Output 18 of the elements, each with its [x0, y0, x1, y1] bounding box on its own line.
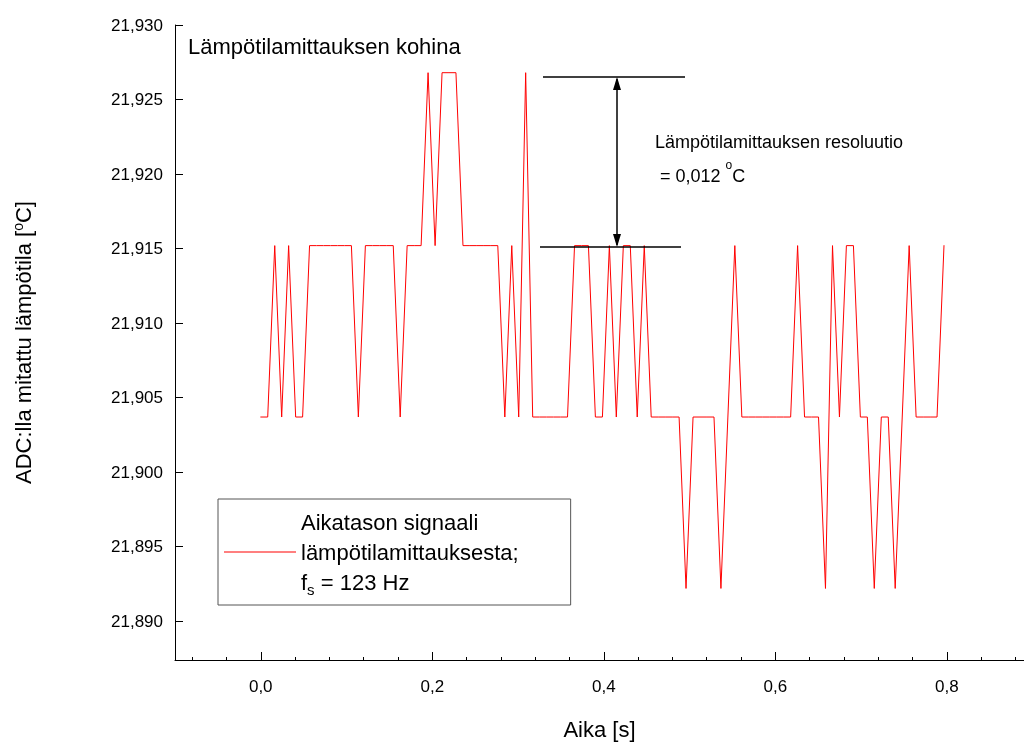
chart-title: Lämpötilamittauksen kohina [188, 33, 462, 59]
y-axis-title: ADC:lla mitattu lämpötila [oC] [10, 201, 36, 484]
y-tick-label: 21,890 [111, 611, 163, 631]
x-axis-title: Aika [s] [563, 716, 636, 742]
y-tick-label: 21,895 [111, 537, 163, 557]
y-tick-label: 21,930 [111, 15, 163, 35]
x-tick-label: 0,0 [248, 677, 273, 696]
x-tick-label: 0,6 [763, 677, 788, 696]
line-series [260, 72, 945, 589]
y-tick-label: 21,925 [111, 90, 163, 110]
y-tick-label: 21,915 [111, 239, 163, 259]
y-tick-label: 21,920 [111, 164, 163, 184]
x-tick-label: 0,2 [420, 677, 445, 696]
x-tick-label: 0,8 [935, 677, 959, 696]
x-tick-label: 0,4 [591, 677, 616, 696]
y-tick-label: 21,900 [111, 462, 163, 482]
y-tick-label: 21,905 [111, 388, 163, 408]
y-tick-label: 21,910 [111, 313, 163, 333]
